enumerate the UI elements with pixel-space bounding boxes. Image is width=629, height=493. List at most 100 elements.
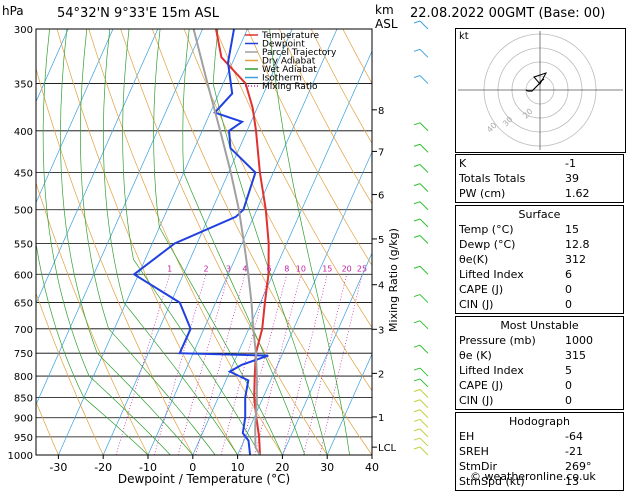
index-row: StmDir 269° <box>459 460 592 473</box>
wet-adiabat <box>42 29 171 455</box>
hodograph: kt 20 30 40 <box>455 28 626 153</box>
wind-barb <box>419 378 429 388</box>
legend-label: Temperature <box>261 31 319 41</box>
mixing-ratio-label: 3 <box>226 264 231 273</box>
km-tick-label: 2 <box>378 369 384 380</box>
mixing-ratio-label: 2 <box>203 264 208 273</box>
km-tick-label: 4 <box>378 281 384 292</box>
wind-barb <box>419 344 429 354</box>
isotherm <box>192 50 372 455</box>
index-row: θe (K) 315 <box>459 349 586 362</box>
wind-barb-flag <box>413 183 421 187</box>
wet-adiabat <box>36 241 149 455</box>
hodograph-block: Hodograph EH -64 SREH -21 StmDir 269° StmSp… <box>455 412 624 491</box>
wind-barb <box>419 428 429 438</box>
pressure-tick-label: 900 <box>14 414 33 425</box>
dry-adiabat <box>247 29 372 266</box>
x-tick-label: -30 <box>49 461 67 474</box>
mixing-ratio-line <box>319 274 363 455</box>
dry-adiabat <box>120 29 328 455</box>
km-tick-label: LCL <box>378 443 397 454</box>
wind-barb-flag <box>413 122 421 126</box>
pressure-tick-label: 850 <box>14 393 33 404</box>
stability-indices: K -1 Totals Totals 39 PW (cm) 1.62 <box>455 154 624 203</box>
legend-label: Mixing Ratio <box>262 82 318 92</box>
dry-adiabat <box>36 400 59 455</box>
pressure-tick-label: 750 <box>14 349 33 360</box>
wet-adiabat <box>269 29 350 455</box>
series-parcel-trajectory <box>192 29 261 455</box>
hodograph-ring-label: 20 <box>521 107 535 121</box>
index-row: PW (cm) 1.62 <box>459 187 590 200</box>
x-tick-label: 20 <box>275 461 289 474</box>
wind-barb <box>419 218 429 228</box>
index-row: SREH -21 <box>459 445 583 458</box>
mixing-ratio-label: 25 <box>357 264 367 273</box>
mixing-ratio-line <box>115 274 171 455</box>
isotherm <box>282 252 372 455</box>
index-row: CAPE (J) 0 <box>459 379 572 392</box>
wind-barb <box>419 20 429 30</box>
wind-barb <box>419 437 429 447</box>
index-row: Lifted Index 6 <box>459 268 572 281</box>
wind-barb-flag <box>413 428 421 432</box>
pressure-tick-label: 500 <box>14 206 33 217</box>
index-row: Dewp (°C) 12.8 <box>459 238 590 251</box>
dry-adiabat <box>215 29 372 329</box>
dry-adiabat <box>151 29 372 455</box>
wind-barb <box>419 419 429 428</box>
wind-barb <box>419 389 429 398</box>
mixing-ratio-line <box>282 274 328 455</box>
isotherm <box>36 29 159 305</box>
surface-block: Surface Temp (°C) 15 Dewp (°C) 12.8 θe(K) 3… <box>455 205 624 314</box>
plot-frame <box>35 28 373 456</box>
wind-barb-flag <box>413 48 421 52</box>
isotherm <box>102 29 293 455</box>
km-tick-label: 1 <box>378 413 384 424</box>
wind-barb <box>419 48 429 58</box>
mixing-ratio-line <box>303 274 348 455</box>
wind-barb-flag <box>413 75 421 79</box>
wind-barb-flag <box>413 344 421 348</box>
wind-barb <box>419 164 429 173</box>
series-temperature <box>215 29 270 455</box>
index-row: CAPE (J) 0 <box>459 283 572 296</box>
wind-barb <box>419 183 429 192</box>
pressure-tick-label: 300 <box>14 25 33 36</box>
mixing-ratio-line <box>220 274 270 455</box>
wind-barb <box>419 75 429 84</box>
x-tick-label: 10 <box>231 461 245 474</box>
wind-barb <box>419 265 429 275</box>
hodograph-plot: 20 30 40 <box>458 31 623 150</box>
x-axis-title: Dewpoint / Temperature (°C) <box>118 472 290 486</box>
km-label: km <box>375 3 394 17</box>
pressure-tick-label: 950 <box>14 433 33 444</box>
index-row: Totals Totals 39 <box>459 172 579 185</box>
wind-barb-flag <box>413 294 421 298</box>
index-row: Pressure (mb) 1000 <box>459 334 593 347</box>
wet-adiabat <box>153 29 283 455</box>
indices-panel: K -1 Totals Totals 39 PW (cm) 1.62 Surface … <box>455 154 624 493</box>
hodograph-ring-label: 30 <box>501 115 515 129</box>
hodograph-title: Hodograph <box>509 415 570 428</box>
wind-barb-flag <box>413 201 421 205</box>
pressure-tick-label: 600 <box>14 270 33 281</box>
wind-barb-flag <box>413 437 421 441</box>
credit-label: © weatheronline.co.uk <box>470 470 596 483</box>
pressure-tick-label: 650 <box>14 299 33 310</box>
hodograph-ring-label: 40 <box>485 121 499 135</box>
hodograph-trace <box>525 78 545 92</box>
wind-barb-flag <box>413 418 421 422</box>
index-row: θe(K) 312 <box>459 253 586 266</box>
location-label: 54°32'N 9°33'E 15m ASL <box>57 6 219 21</box>
index-row: CIN (J) 0 <box>459 394 572 407</box>
wet-adiabat <box>80 29 216 455</box>
pressure-tick-label: 700 <box>14 325 33 336</box>
most-unstable-title: Most Unstable <box>500 319 579 332</box>
isotherm <box>237 151 372 455</box>
most-unstable-block: Most Unstable Pressure (mb) 1000 θe (K) 31… <box>455 316 624 410</box>
wind-barb-flag <box>413 399 421 403</box>
x-tick-label: -10 <box>139 461 157 474</box>
mixing-ratio-line <box>195 274 246 455</box>
mixing-ratio-label: 8 <box>284 264 289 273</box>
